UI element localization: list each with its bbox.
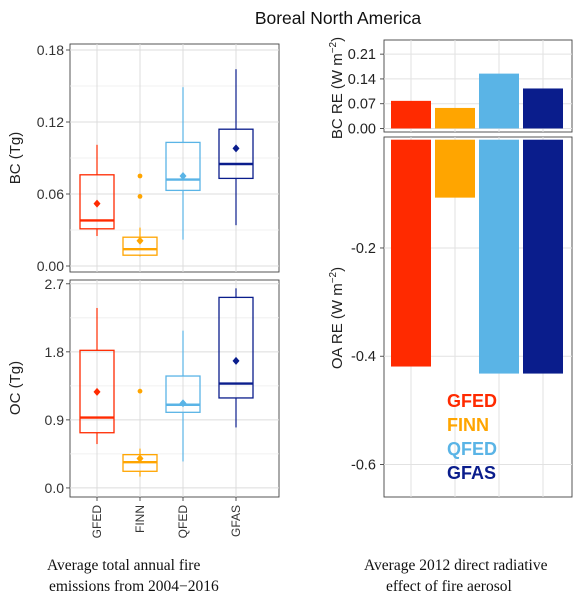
outlier-point	[137, 388, 143, 394]
y-tick-label: 0.06	[37, 186, 64, 202]
x-tick-label: GFAS	[229, 505, 243, 537]
mean-marker	[179, 172, 187, 180]
box-iqr	[165, 141, 201, 192]
y-tick-label: 0.0	[45, 480, 65, 496]
bar-panel-2: -0.2 -0.4 -0.6 OA RE (W m−2) GFED FINN QFED GFA…	[328, 136, 573, 498]
legend: GFED FINN QFED GFAS	[447, 391, 497, 483]
box-qfed	[165, 87, 201, 240]
y-tick-label: 0.14	[348, 72, 376, 88]
mean-marker	[93, 387, 101, 396]
box-gfed	[79, 144, 115, 236]
box-finn	[122, 388, 158, 477]
bar-qfed	[479, 139, 519, 374]
caption-left: Average total annual fire emissions from…	[47, 555, 219, 597]
x-tick-label: QFED	[176, 505, 190, 539]
mean-marker	[179, 399, 187, 408]
caption-left-line-2: emissions from 2004−2016	[49, 578, 219, 595]
outlier-point	[137, 194, 143, 199]
bar-finn	[435, 107, 475, 129]
box-gfas	[218, 69, 254, 226]
bar-gfas	[523, 88, 563, 129]
mean-marker	[232, 144, 240, 153]
y-tick-label: 0.12	[37, 114, 64, 130]
mean-marker	[136, 454, 144, 463]
box-panel-1: 0.00 0.06 0.12 0.18 BC (Tg)	[7, 42, 280, 274]
y-tick-label: -0.2	[351, 241, 376, 257]
y-tick-label: 0.07	[348, 97, 376, 113]
box-iqr	[218, 296, 254, 399]
x-tick-label: GFED	[90, 505, 104, 539]
caption-right: Average 2012 direct radiative effect of …	[364, 555, 547, 597]
box-iqr	[79, 349, 115, 434]
caption-right-line-1: Average 2012 direct radiative	[364, 557, 548, 574]
y-axis-label: BC (Tg)	[7, 132, 24, 185]
mean-marker	[232, 356, 240, 365]
box-iqr	[79, 174, 115, 230]
bar-gfas	[523, 139, 563, 374]
mean-marker	[93, 199, 101, 208]
y-axis-label: BC RE (W m−2)	[328, 37, 346, 139]
figure-title: Boreal North America	[255, 8, 422, 28]
outlier-point	[137, 173, 143, 179]
box-gfas	[218, 288, 254, 428]
box-panel-2: 0.0 0.9 1.8 2.7 OC (Tg) GFED FINN QFED GFAS	[7, 276, 280, 539]
plot-area	[69, 279, 280, 498]
y-tick-label: -0.4	[351, 349, 376, 365]
y-axis-label: OC (Tg)	[7, 361, 24, 415]
caption-left-line-1: Average total annual fire	[47, 557, 201, 574]
y-tick-label: 0.00	[37, 258, 64, 274]
y-axis-label: OA RE (W m−2)	[328, 267, 346, 369]
legend-entry-gfas: GFAS	[447, 463, 496, 483]
x-tick-label: FINN	[133, 505, 147, 533]
box-iqr	[218, 128, 254, 180]
legend-entry-finn: FINN	[447, 415, 489, 435]
bar-gfed	[391, 100, 431, 129]
legend-entry-gfed: GFED	[447, 391, 497, 411]
y-tick-label: 0.18	[37, 42, 64, 58]
y-tick-label: 2.7	[45, 276, 65, 292]
box-finn	[122, 173, 158, 257]
caption-right-line-2: effect of fire aerosol	[386, 578, 512, 595]
y-tick-label: 0.21	[348, 47, 376, 63]
bar-gfed	[391, 139, 431, 367]
box-gfed	[79, 307, 115, 445]
y-tick-label: 0.9	[45, 412, 65, 428]
y-tick-label: -0.6	[351, 458, 376, 474]
bar-finn	[435, 139, 475, 198]
y-tick-label: 0.00	[348, 121, 376, 137]
mean-marker	[136, 236, 144, 245]
bar-qfed	[479, 73, 519, 129]
box-iqr	[165, 375, 201, 413]
y-tick-label: 1.8	[45, 344, 65, 360]
box-qfed	[165, 330, 201, 462]
legend-entry-qfed: QFED	[447, 439, 497, 459]
